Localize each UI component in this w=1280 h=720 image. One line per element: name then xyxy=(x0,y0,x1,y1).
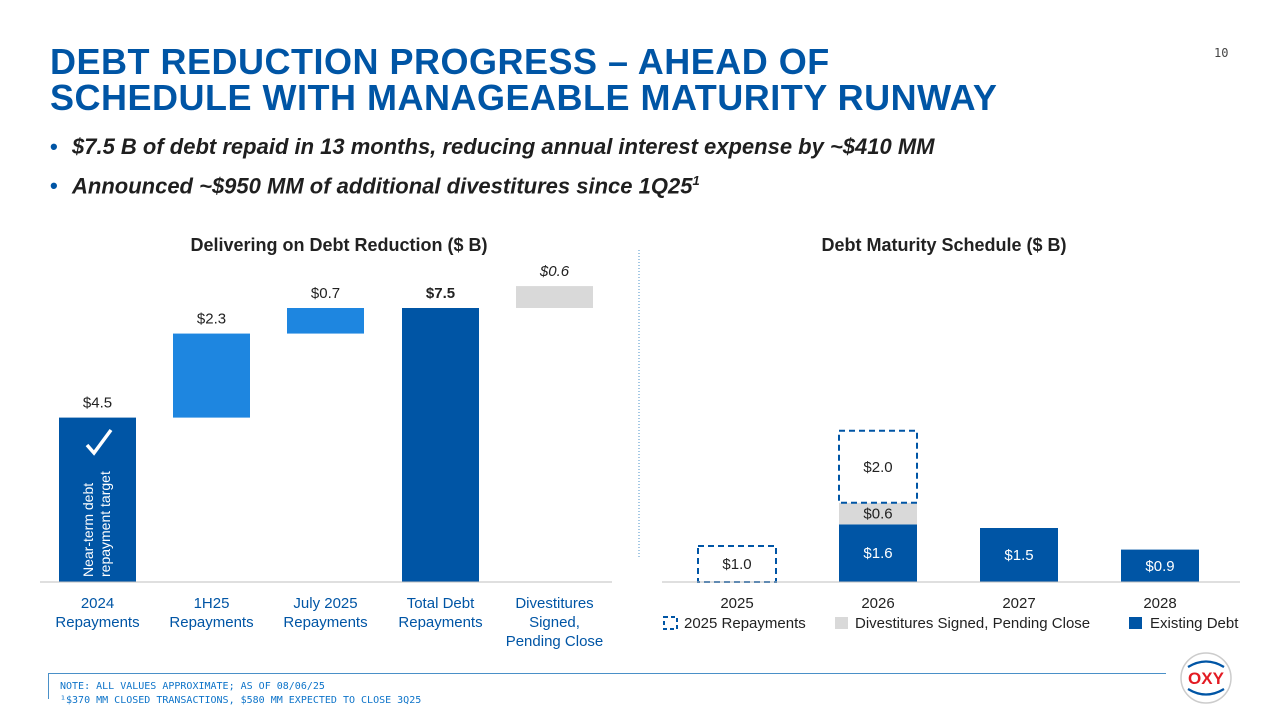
existing-debt-bar xyxy=(1121,549,1199,582)
maturity-year-label: 2027 xyxy=(1002,595,1035,612)
legend-swatch-repayments xyxy=(663,616,678,630)
bullet-item: • Announced ~$950 MM of additional divest… xyxy=(50,164,935,203)
bullet-text: $7.5 B of debt repaid in 13 months, redu… xyxy=(72,134,935,159)
waterfall-category-label: 1H25 xyxy=(194,595,230,612)
waterfall-category-label: 2024 xyxy=(81,595,114,612)
bullet-dot-icon: • xyxy=(50,134,58,159)
repayment-2025-label: $1.0 xyxy=(722,556,751,573)
maturity-year-label: 2028 xyxy=(1143,595,1176,612)
waterfall-category-label: Repayments xyxy=(283,614,367,631)
bullet-dot-icon: • xyxy=(50,173,58,199)
divestiture-label: $0.6 xyxy=(863,506,892,523)
existing-debt-bar xyxy=(980,528,1058,582)
logo-text: OXY xyxy=(1188,669,1225,688)
oxy-logo: OXY xyxy=(1180,652,1232,704)
page-number: 10 xyxy=(1214,46,1229,60)
legend-label: Divestitures Signed, Pending Close xyxy=(855,615,1090,632)
waterfall-category-label: July 2025 xyxy=(293,595,357,612)
maturity-year-label: 2026 xyxy=(861,595,894,612)
waterfall-category-label: Total Debt xyxy=(407,595,475,612)
footer-footnote: ¹$370 MM CLOSED TRANSACTIONS, $580 MM EX… xyxy=(60,695,422,706)
annotation-line: Near-term debt xyxy=(80,483,96,577)
legend-label: Existing Debt xyxy=(1150,615,1239,632)
existing-debt-label: $0.9 xyxy=(1145,558,1174,575)
waterfall-data-label: $4.5 xyxy=(83,395,112,412)
footer-divider-tick xyxy=(48,673,49,699)
maturity-year-label: 2025 xyxy=(720,595,753,612)
waterfall-category-label: Signed, xyxy=(529,614,580,631)
waterfall-bar xyxy=(59,417,136,582)
checkmark-icon xyxy=(85,428,113,456)
waterfall-bar xyxy=(402,308,479,582)
waterfall-category-label: Repayments xyxy=(55,614,139,631)
bullet-list: • $7.5 B of debt repaid in 13 months, red… xyxy=(50,130,935,203)
debt-reduction-chart: Delivering on Debt Reduction ($ B) $4.5 20… xyxy=(40,235,612,650)
debt-maturity-chart: Debt Maturity Schedule ($ B) $1.0 2025 $1.6… xyxy=(662,235,1240,632)
bullet-text: Announced ~$950 MM of additional divesti… xyxy=(72,173,693,199)
bullet-item: • $7.5 B of debt repaid in 13 months, red… xyxy=(50,130,935,164)
footer-note: NOTE: ALL VALUES APPROXIMATE; AS OF 08/0… xyxy=(60,681,325,692)
waterfall-bar xyxy=(516,286,593,308)
waterfall-chart-title: Delivering on Debt Reduction ($ B) xyxy=(190,235,487,255)
footnote-marker: 1 xyxy=(692,173,700,188)
footer-divider xyxy=(48,673,1166,674)
repayment-2025-label: $2.0 xyxy=(863,459,892,476)
waterfall-category-label: Pending Close xyxy=(506,633,604,650)
waterfall-data-label: $0.6 xyxy=(539,263,570,280)
page-title: DEBT REDUCTION PROGRESS – AHEAD OF SCHEDU… xyxy=(50,41,998,118)
waterfall-data-label: $2.3 xyxy=(197,311,226,328)
legend-label: 2025 Repayments xyxy=(684,615,806,632)
waterfall-category-label: Repayments xyxy=(398,614,482,631)
legend-swatch-existing xyxy=(1129,617,1142,629)
waterfall-bar xyxy=(287,308,364,334)
existing-debt-label: $1.5 xyxy=(1004,547,1033,564)
existing-debt-bar xyxy=(839,524,917,582)
waterfall-bar xyxy=(173,333,250,418)
waterfall-data-label: $0.7 xyxy=(311,285,340,302)
legend-swatch-divestitures xyxy=(835,617,848,629)
annotation-line: repayment target xyxy=(97,471,113,577)
waterfall-data-label: $7.5 xyxy=(426,285,455,302)
maturity-chart-title: Debt Maturity Schedule ($ B) xyxy=(821,235,1066,255)
footer-notes: NOTE: ALL VALUES APPROXIMATE; AS OF 08/0… xyxy=(60,680,421,708)
waterfall-category-label: Divestitures xyxy=(515,595,593,612)
divestiture-bar xyxy=(839,502,917,525)
repayment-2025-bar xyxy=(838,429,918,504)
existing-debt-label: $1.6 xyxy=(863,545,892,562)
waterfall-category-label: Repayments xyxy=(169,614,253,631)
